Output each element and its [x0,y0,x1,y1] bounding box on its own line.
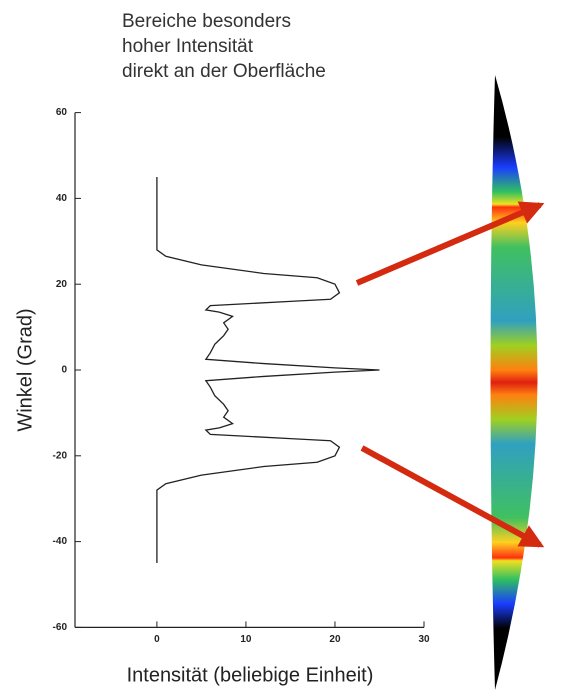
x-axis-label: Intensität (beliebige Einheit) [127,664,374,686]
x-tick-label: 0 [154,634,160,645]
annotation: hoher Intensität [122,36,254,57]
y-tick-label: -40 [53,536,68,547]
x-tick-label: 30 [418,634,430,645]
x-tick-label: 20 [329,634,341,645]
line [156,176,380,564]
y-tick-label: 60 [56,107,68,118]
y-tick-label: -20 [53,450,68,461]
y-tick-label: 40 [56,193,68,204]
arrow [360,445,545,548]
y-tick-label: 20 [56,279,68,290]
intensity-map [490,75,538,690]
annotation: direkt an der Oberfläche [122,61,326,82]
annotation: Bereiche besonders [122,11,291,32]
arrow [355,201,545,286]
y-tick-label: 0 [61,365,67,376]
x-tick-label: 10 [240,634,252,645]
y-tick-label: -60 [53,622,68,633]
y-axis-label: Winkel (Grad) [14,308,36,431]
